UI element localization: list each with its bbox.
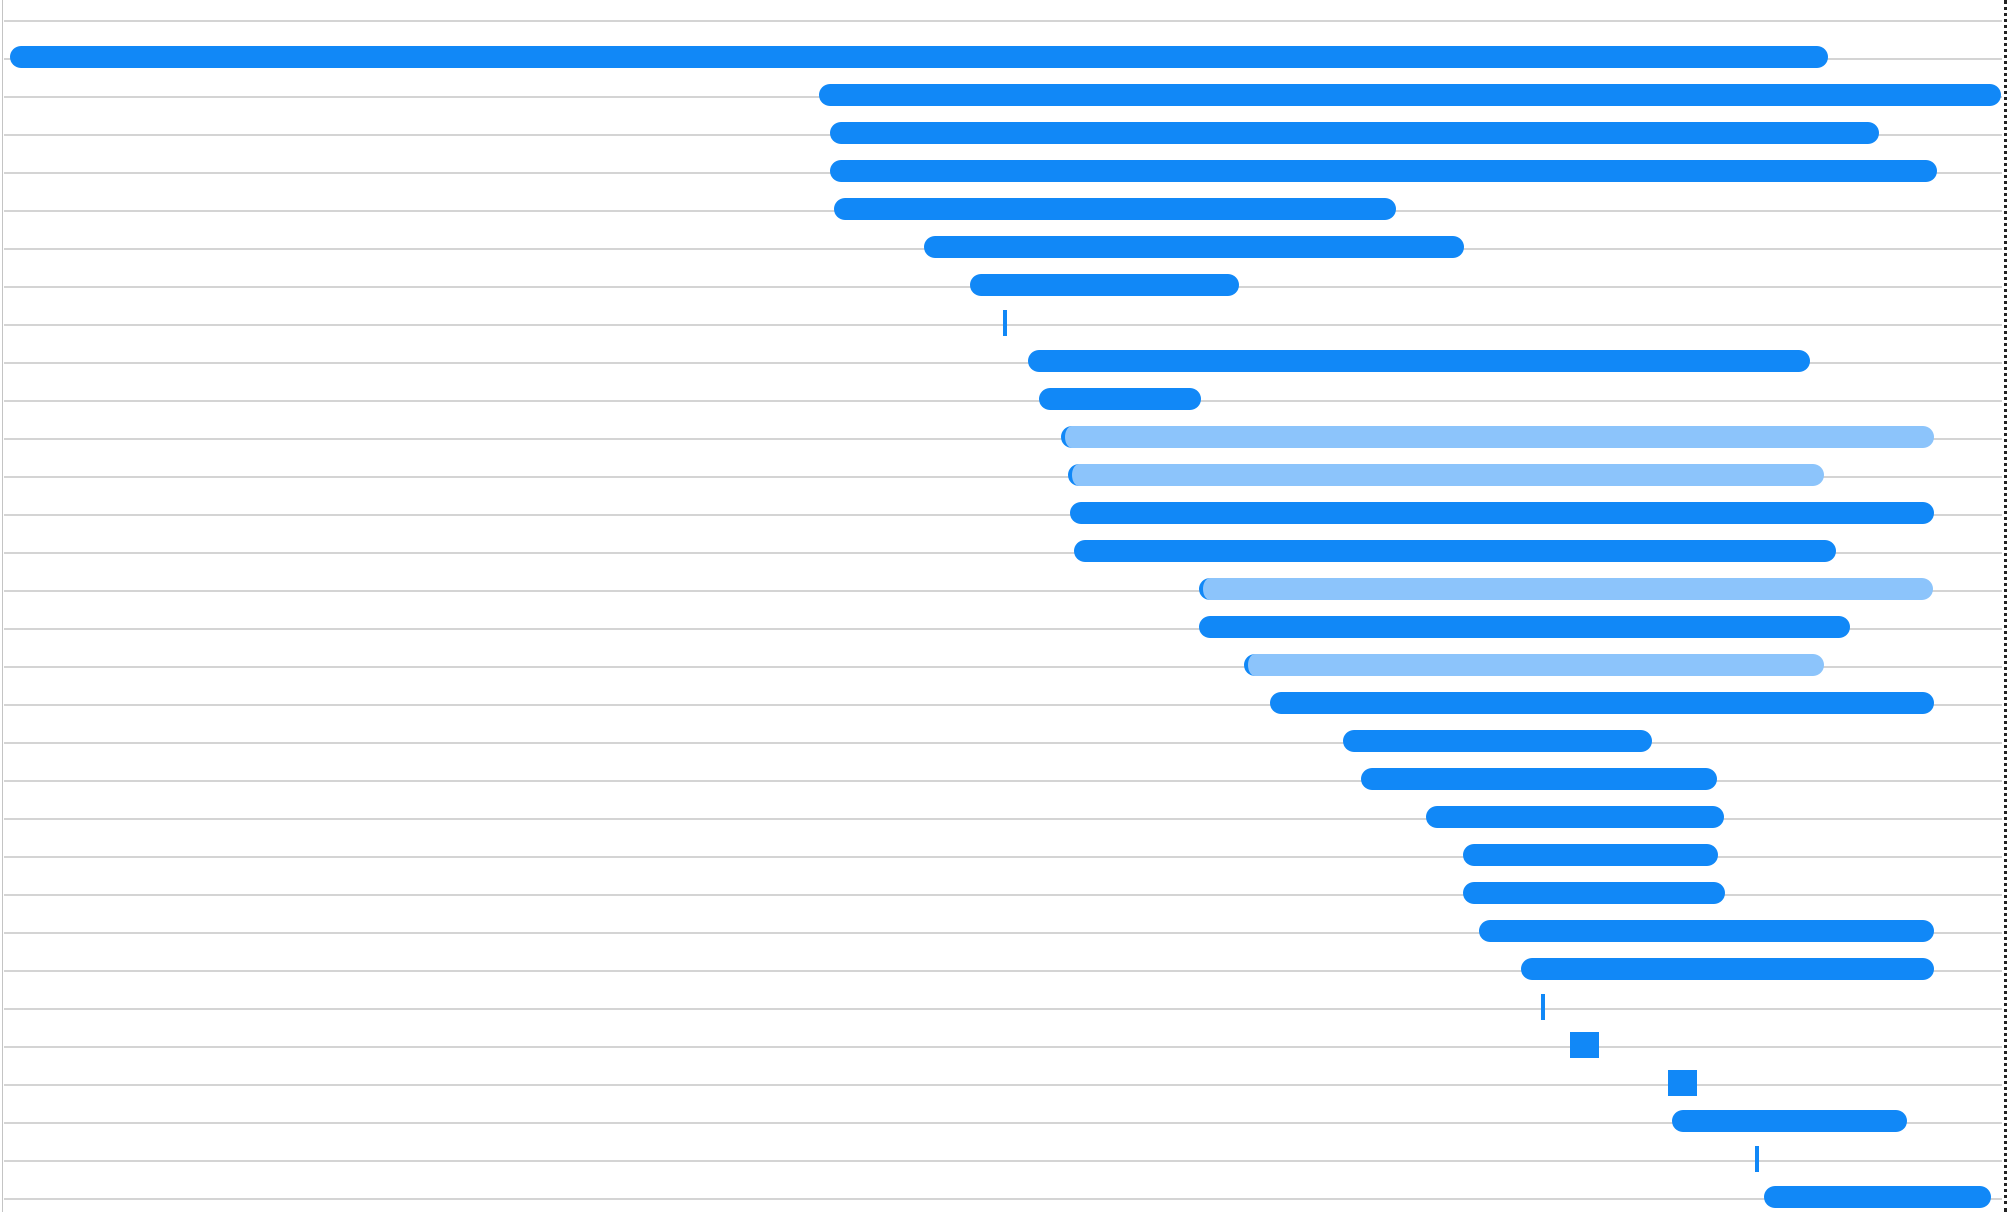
request-bar-pending[interactable] [1061, 426, 1934, 448]
request-bar[interactable] [1426, 806, 1724, 828]
row-separator [4, 1160, 2002, 1162]
request-bar[interactable] [1479, 920, 1934, 942]
request-bar[interactable] [1764, 1186, 1991, 1208]
row-separator [4, 1198, 2002, 1200]
request-bar[interactable] [970, 274, 1239, 296]
request-bar[interactable] [1199, 616, 1850, 638]
request-marker[interactable] [1541, 994, 1545, 1020]
request-bar-pending[interactable] [1244, 654, 1824, 676]
load-end-marker [2004, 0, 2007, 1212]
request-bar[interactable] [830, 160, 1937, 182]
row-separator [4, 742, 2002, 744]
request-bar[interactable] [1074, 540, 1836, 562]
request-bar[interactable] [1361, 768, 1717, 790]
request-bar[interactable] [10, 46, 1828, 68]
request-bar[interactable] [834, 198, 1396, 220]
request-bar[interactable] [1070, 502, 1934, 524]
request-bar[interactable] [924, 236, 1464, 258]
row-separator [4, 400, 2002, 402]
row-separator [4, 20, 2002, 22]
request-bar[interactable] [1521, 958, 1934, 980]
request-bar[interactable] [830, 122, 1879, 144]
request-block[interactable] [1570, 1032, 1599, 1058]
request-bar[interactable] [1028, 350, 1810, 372]
row-separator [4, 1046, 2002, 1048]
request-bar[interactable] [1343, 730, 1652, 752]
request-bar[interactable] [1270, 692, 1934, 714]
request-bar[interactable] [819, 84, 2001, 106]
request-bar[interactable] [1672, 1110, 1907, 1132]
row-separator [4, 1008, 2002, 1010]
request-bar-pending[interactable] [1068, 464, 1824, 486]
request-bar-pending[interactable] [1199, 578, 1933, 600]
request-bar[interactable] [1039, 388, 1201, 410]
timeline-left-border [2, 0, 3, 1212]
row-separator [4, 1084, 2002, 1086]
request-block[interactable] [1668, 1070, 1697, 1096]
request-bar[interactable] [1463, 882, 1725, 904]
request-marker[interactable] [1003, 310, 1007, 336]
request-marker[interactable] [1755, 1146, 1759, 1172]
request-bar[interactable] [1463, 844, 1718, 866]
